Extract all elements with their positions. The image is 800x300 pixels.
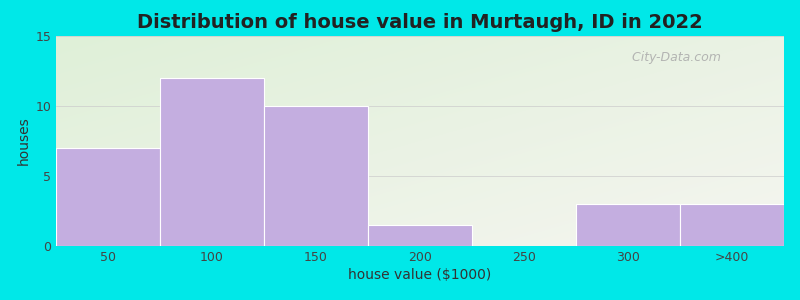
Bar xyxy=(160,78,264,246)
Bar xyxy=(680,204,784,246)
Bar xyxy=(264,106,368,246)
Bar xyxy=(576,204,680,246)
X-axis label: house value ($1000): house value ($1000) xyxy=(348,268,492,282)
Bar xyxy=(368,225,472,246)
Text: City-Data.com: City-Data.com xyxy=(624,51,721,64)
Title: Distribution of house value in Murtaugh, ID in 2022: Distribution of house value in Murtaugh,… xyxy=(137,13,703,32)
Y-axis label: houses: houses xyxy=(17,117,31,165)
Bar xyxy=(56,148,160,246)
